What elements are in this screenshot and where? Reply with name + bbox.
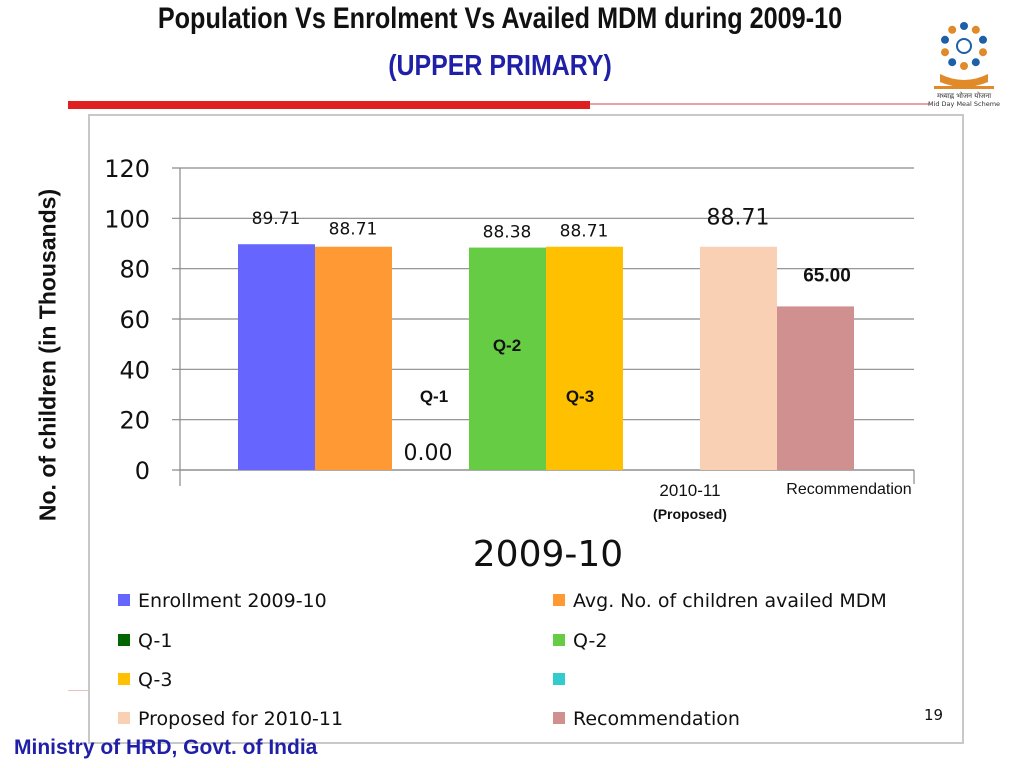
y-tick-label: 100 xyxy=(104,205,150,233)
page-number: 19 xyxy=(924,706,944,724)
legend-item: Avg. No. of children availed MDM xyxy=(553,590,887,612)
slide-subtitle: (UPPER PRIMARY) xyxy=(388,50,612,82)
legend-swatch xyxy=(118,712,130,724)
slide-title: Population Vs Enrolment Vs Availed MDM d… xyxy=(157,2,843,35)
logo-caption-hindi: मध्याह्न भोजन योजना xyxy=(937,91,991,100)
bar-q-2 xyxy=(469,247,546,470)
legend-item: Recommendation xyxy=(553,708,740,730)
x-category-label: Recommendation xyxy=(786,481,911,498)
decorative-line xyxy=(68,690,90,691)
legend-label: Avg. No. of children availed MDM xyxy=(573,590,887,612)
bar-q-3 xyxy=(546,246,623,470)
quarter-label: Q-3 xyxy=(566,387,594,406)
data-label: 88.71 xyxy=(707,206,770,231)
bar-enrollment-2009-10 xyxy=(238,244,315,470)
footer-text: Ministry of HRD, Govt. of India xyxy=(14,736,318,759)
x-axis-label: 2009-10 xyxy=(473,534,623,575)
data-label: 88.71 xyxy=(329,220,378,240)
legend-label: Q-1 xyxy=(138,630,173,652)
y-tick-label: 40 xyxy=(119,356,150,384)
legend-label: Q-3 xyxy=(138,669,173,691)
title-underline xyxy=(68,101,590,109)
legend-swatch xyxy=(553,634,565,646)
legend-swatch xyxy=(118,634,130,646)
mid-day-meal-logo-icon: मध्याह्न भोजन योजना Mid Day Meal Scheme xyxy=(928,22,1000,108)
data-label: 65.00 xyxy=(803,265,851,286)
legend-swatch xyxy=(553,712,565,724)
data-label: 0.00 xyxy=(404,441,453,466)
legend-swatch xyxy=(553,673,565,685)
data-label: 88.71 xyxy=(560,222,609,242)
legend-item: Proposed for 2010-11 xyxy=(118,708,343,730)
y-tick-label: 120 xyxy=(104,155,150,183)
bar-recommendation xyxy=(777,306,854,470)
y-tick-label: 0 xyxy=(135,457,150,485)
legend-item: Q-2 xyxy=(553,630,607,652)
legend-item: Enrollment 2009-10 xyxy=(118,590,327,612)
legend-label: Proposed for 2010-11 xyxy=(138,708,344,730)
legend-swatch xyxy=(118,594,130,606)
legend-swatch xyxy=(118,673,130,685)
quarter-label: Q-1 xyxy=(420,387,448,406)
data-label: 88.38 xyxy=(483,223,532,243)
data-label: 89.71 xyxy=(252,209,301,229)
legend-swatch xyxy=(553,594,565,606)
legend-label: Q-2 xyxy=(573,630,608,652)
legend-label: Enrollment 2009-10 xyxy=(138,590,327,612)
y-tick-label: 20 xyxy=(119,407,150,435)
legend-label: Recommendation xyxy=(573,708,740,730)
legend-item: Q-3 xyxy=(118,669,172,691)
x-category-sublabel: (Proposed) xyxy=(653,506,727,522)
legend-item: Q-1 xyxy=(118,630,172,652)
y-tick-label: 80 xyxy=(119,256,150,284)
bar-avg-no-of-children-availed-mdm xyxy=(315,246,392,470)
title-underline-thin xyxy=(590,103,930,105)
logo-caption-english: Mid Day Meal Scheme xyxy=(928,100,1000,108)
legend-item xyxy=(553,669,573,691)
x-category-label: 2010-11 xyxy=(659,481,720,500)
quarter-label: Q-2 xyxy=(493,336,521,355)
bar-proposed-for-2010-11 xyxy=(700,246,777,470)
y-tick-label: 60 xyxy=(119,306,150,334)
